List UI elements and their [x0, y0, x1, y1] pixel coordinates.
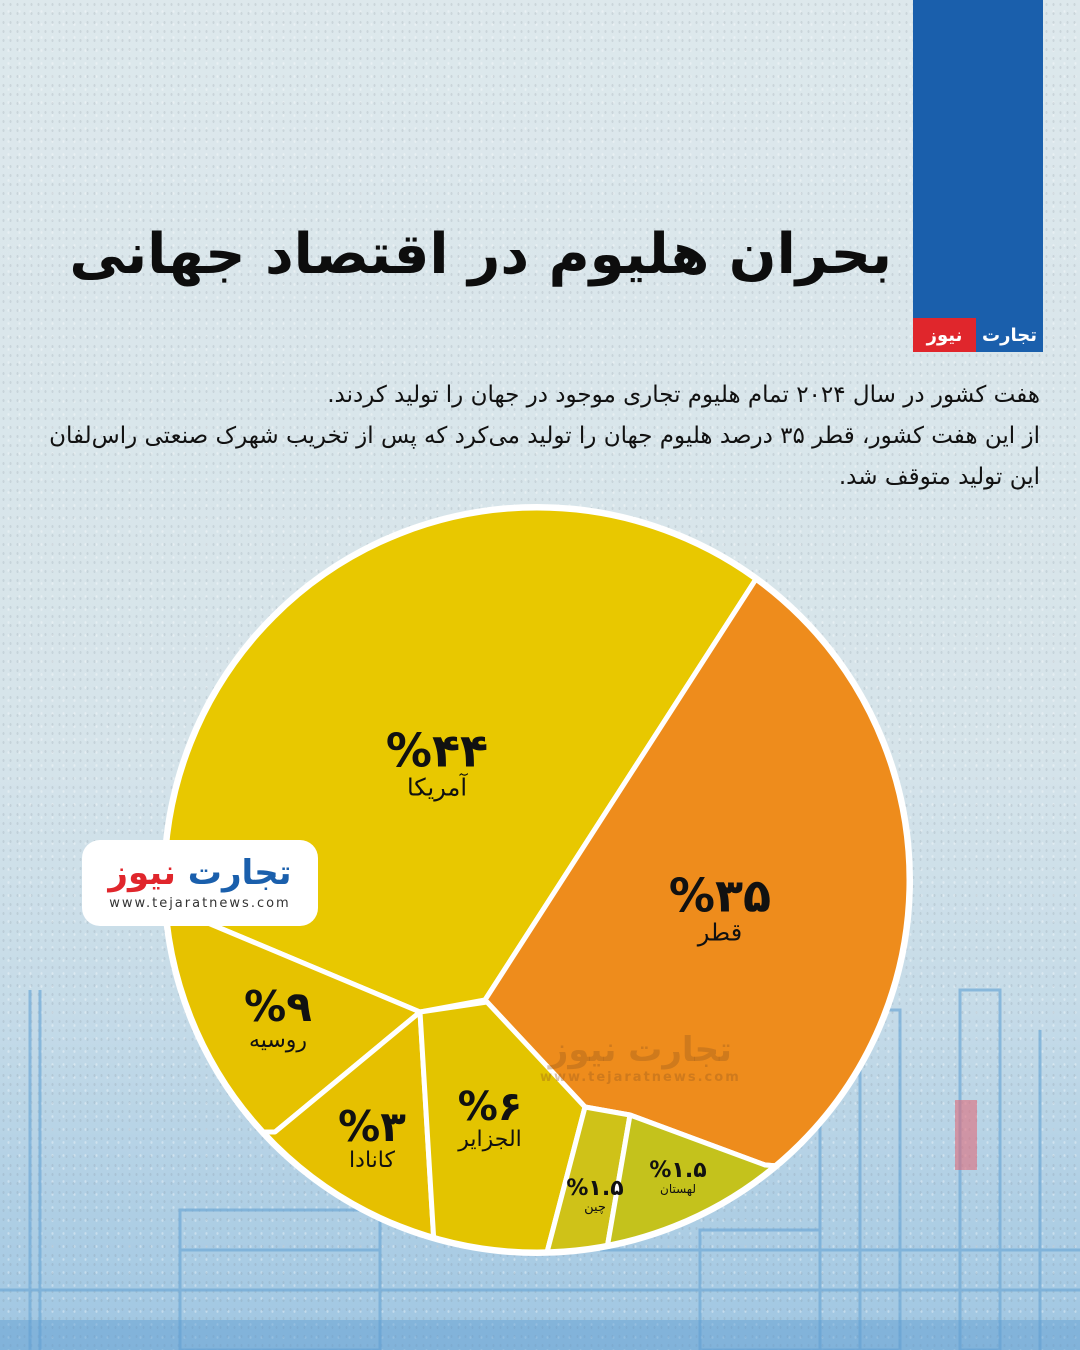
brand-tag-part2: نیوز: [913, 318, 977, 352]
label-canada-pct: %۳: [338, 1101, 406, 1151]
label-poland: %۱.۵ لهستان: [649, 1157, 707, 1196]
label-poland-name: لهستان: [660, 1181, 696, 1196]
label-usa-name: آمریکا: [406, 773, 467, 802]
logo-wordmark: تجارت نیوز: [108, 856, 291, 890]
label-qatar-name: قطر: [697, 918, 743, 947]
brand-tag-part1: تجارت: [976, 318, 1043, 352]
label-algeria-name: الجزایر: [458, 1126, 522, 1152]
logo-url: www.tejaratnews.com: [109, 895, 291, 911]
label-russia-name: روسیه: [248, 1027, 308, 1053]
label-russia-pct: %۹: [244, 981, 312, 1031]
label-china-name: چین: [584, 1200, 606, 1216]
header-accent-bar: [913, 0, 1043, 352]
description-line-3: این تولید متوقف شد.: [838, 464, 1040, 490]
logo-part1: تجارت: [187, 852, 292, 893]
label-china-pct: %۱.۵: [566, 1176, 624, 1202]
brand-tag: تجارت نیوز: [913, 318, 1043, 352]
label-poland-pct: %۱.۵: [649, 1157, 707, 1183]
logo-badge: تجارت نیوز www.tejaratnews.com: [82, 840, 318, 926]
refinery-background: [0, 970, 1080, 1350]
description-line-2: از این هفت کشور، قطر ۳۵ درصد هلیوم جهان …: [49, 423, 1040, 449]
description: هفت کشور در سال ۲۰۲۴ تمام هلیوم تجاری مو…: [20, 375, 1040, 498]
label-qatar-pct: %۳۵: [668, 868, 772, 923]
label-canada: %۳ کانادا: [338, 1101, 406, 1174]
page-title: بحران هلیوم در اقتصاد جهانی: [69, 222, 893, 287]
watermark-url: www.tejaratnews.com: [540, 1070, 741, 1085]
label-algeria: %۶ الجزایر: [458, 1087, 523, 1153]
label-china: %۱.۵ چین: [566, 1178, 623, 1216]
logo-part2: نیوز: [108, 852, 176, 893]
description-line-1: هفت کشور در سال ۲۰۲۴ تمام هلیوم تجاری مو…: [327, 382, 1040, 408]
label-usa-pct: %۴۴: [385, 723, 489, 778]
watermark: تجارت نیوز www.tejaratnews.com: [540, 1030, 741, 1085]
watermark-text: تجارت نیوز: [548, 1030, 732, 1070]
slice-china: [542, 1104, 633, 1252]
label-canada-name: کانادا: [349, 1147, 395, 1173]
label-russia: %۹ روسیه: [244, 981, 312, 1054]
label-usa: %۴۴ آمریکا: [386, 728, 488, 803]
label-algeria-pct: %۶: [457, 1083, 523, 1130]
label-qatar: %۳۵ قطر: [669, 873, 771, 948]
